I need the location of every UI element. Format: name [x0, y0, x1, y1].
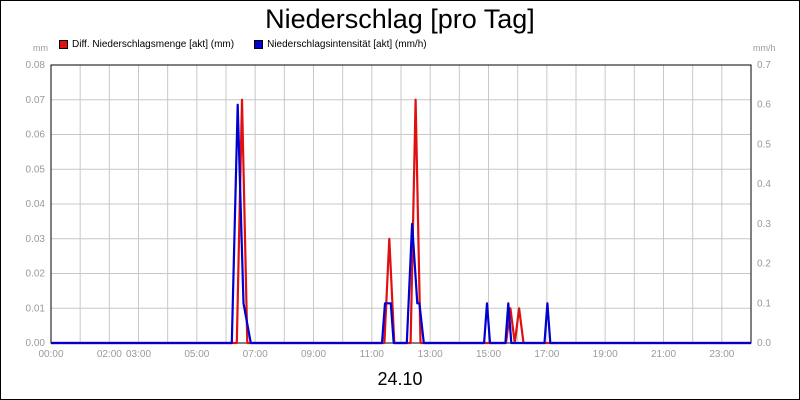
y-right-tick-label: 0.0	[757, 338, 771, 349]
date-label: 24.10	[377, 369, 423, 389]
x-tick-label: 05:00	[184, 349, 209, 360]
legend-item-intensitaet: Niederschlagsintensität [akt] (mm/h)	[254, 39, 427, 50]
y-right-tick-label: 0.6	[757, 100, 771, 111]
x-tick-label: 23:00	[709, 349, 734, 360]
y-left-tick-label: 0.08	[26, 60, 46, 71]
y-left-tick-label: 0.00	[26, 338, 46, 349]
series-line-1	[51, 103, 751, 345]
y-left-tick-label: 0.04	[26, 199, 46, 210]
y-left-tick-label: 0.05	[26, 164, 46, 175]
x-tick-label: 03:00	[126, 349, 151, 360]
y-left-tick-label: 0.07	[26, 95, 46, 106]
y-right-tick-label: 0.2	[757, 259, 771, 270]
x-tick-label: 02:00	[97, 349, 122, 360]
legend: Diff. Niederschlagsmenge [akt] (mm) Nied…	[59, 39, 447, 50]
legend-item-menge: Diff. Niederschlagsmenge [akt] (mm)	[59, 39, 234, 50]
left-axis-unit: mm	[33, 43, 48, 53]
x-tick-label: 09:00	[301, 349, 326, 360]
x-tick-label: 15:00	[476, 349, 501, 360]
x-tick-label: 17:00	[534, 349, 559, 360]
x-tick-label: 07:00	[243, 349, 268, 360]
x-tick-label: 13:00	[418, 349, 443, 360]
x-tick-label: 11:00	[360, 349, 385, 360]
y-left-tick-label: 0.06	[26, 130, 46, 141]
x-tick-label: 00:00	[38, 349, 63, 360]
x-tick-label: 21:00	[651, 349, 676, 360]
legend-swatch-red	[59, 40, 68, 49]
legend-label-menge: Diff. Niederschlagsmenge [akt] (mm)	[72, 39, 235, 50]
y-left-tick-label: 0.01	[26, 303, 46, 314]
y-left-tick-label: 0.03	[26, 234, 46, 245]
y-right-tick-label: 0.7	[757, 60, 771, 71]
series-line-0	[51, 98, 751, 345]
y-left-tick-label: 0.02	[26, 269, 46, 280]
legend-swatch-blue	[254, 40, 264, 49]
y-right-tick-label: 0.3	[757, 219, 771, 230]
y-right-tick-label: 0.4	[757, 179, 771, 190]
y-right-tick-label: 0.5	[757, 139, 771, 150]
chart-title: Niederschlag [pro Tag]	[265, 4, 535, 34]
x-tick-label: 19:00	[593, 349, 618, 360]
legend-label-intensitaet: Niederschlagsintensität [akt] (mm/h)	[267, 39, 427, 50]
right-axis-unit: mm/h	[753, 43, 776, 53]
y-right-tick-label: 0.1	[757, 298, 771, 309]
